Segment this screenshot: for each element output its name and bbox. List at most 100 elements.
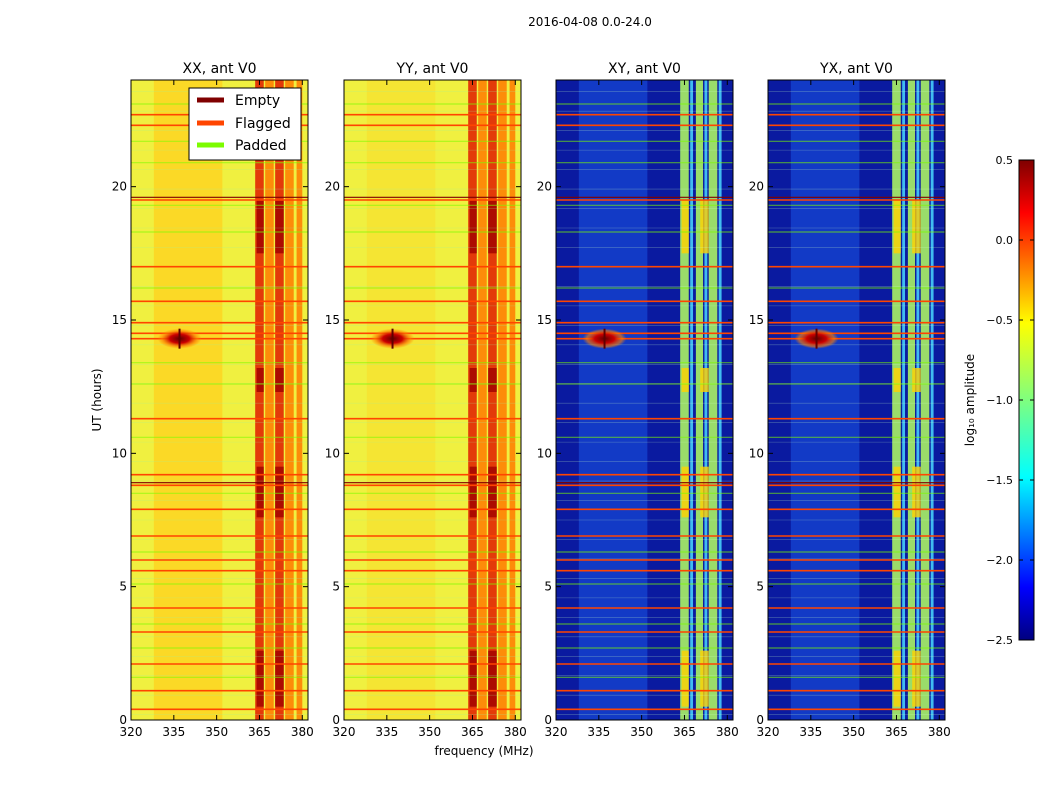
y-tick-label: 20	[112, 180, 127, 194]
rfi-block	[469, 650, 477, 707]
panel-title: XX, ant V0	[183, 61, 257, 77]
panel-title: YX, ant V0	[819, 61, 893, 77]
colorbar-tick-label: −2.5	[986, 634, 1013, 647]
legend-label-flagged: Flagged	[235, 116, 291, 132]
y-tick-label: 5	[544, 580, 552, 594]
rfi-block	[275, 200, 284, 254]
rfi-column	[265, 80, 274, 720]
x-tick-label: 380	[291, 725, 314, 739]
panel-3: YX, ant V0 320 335 350 365 380 0 5 10 15 20	[749, 61, 951, 739]
x-tick-label: 350	[630, 725, 653, 739]
panel-frame	[130, 79, 309, 721]
rfi-block	[256, 466, 264, 518]
rfi-block	[256, 368, 264, 392]
y-tick-label: 20	[537, 180, 552, 194]
rfi-column	[680, 80, 689, 720]
rfi-block	[469, 200, 477, 254]
x-tick-label: 365	[461, 725, 484, 739]
y-tick-label: 10	[112, 446, 127, 460]
y-tick-label: 0	[119, 713, 127, 727]
colorbar-tick-label: 0.0	[996, 234, 1014, 247]
rfi-block	[700, 200, 709, 254]
rfi-column	[478, 80, 487, 720]
rfi-block	[912, 466, 921, 518]
x-tick-label: 320	[333, 725, 356, 739]
legend-label-padded: Padded	[235, 138, 287, 154]
y-tick-label: 15	[537, 313, 552, 327]
panel-frame	[343, 79, 522, 721]
rfi-column	[902, 80, 906, 720]
rfi-block	[681, 368, 689, 392]
x-tick-label: 350	[205, 725, 228, 739]
rfi-block	[700, 650, 709, 707]
y-tick-label: 10	[749, 446, 764, 460]
rfi-block	[893, 650, 901, 707]
rfi-block	[469, 466, 477, 518]
rfi-column	[907, 80, 916, 720]
rfi-block	[912, 650, 921, 707]
rfi-block	[912, 368, 921, 392]
y-tick-label: 0	[544, 713, 552, 727]
y-axis-label: UT (hours)	[90, 368, 104, 431]
x-tick-label: 380	[928, 725, 951, 739]
y-tick-label: 20	[749, 180, 764, 194]
y-tick-label: 5	[332, 580, 340, 594]
rfi-block	[488, 368, 497, 392]
rfi-column	[930, 80, 934, 720]
x-tick-label: 335	[799, 725, 822, 739]
rfi-block	[488, 200, 497, 254]
colorbar: 0.5 0.0 −0.5 −1.0 −1.5 −2.0 −2.5 log₁₀ amplitu…	[963, 154, 1035, 647]
rfi-block	[700, 368, 709, 392]
rfi-block	[681, 466, 689, 518]
rfi-column	[704, 80, 708, 720]
rfi-block	[275, 368, 284, 392]
rfi-block	[893, 466, 901, 518]
panel-title: XY, ant V0	[608, 61, 681, 77]
rfi-block	[275, 466, 284, 518]
rfi-column	[255, 80, 264, 720]
figure-suptitle: 2016-04-08 0.0-24.0	[528, 15, 652, 29]
colorbar-tick-label: −1.0	[986, 394, 1013, 407]
x-tick-label: 365	[885, 725, 908, 739]
x-tick-label: 335	[375, 725, 398, 739]
y-tick-label: 10	[537, 446, 552, 460]
rfi-block	[681, 200, 689, 254]
y-tick-label: 0	[756, 713, 764, 727]
rfi-column	[275, 80, 284, 720]
legend: Empty Flagged Padded	[188, 87, 302, 161]
x-tick-label: 350	[842, 725, 865, 739]
rfi-column	[285, 80, 294, 720]
panel-1: YY, ant V0 320 335 350 365 380 0 5 10 15 20	[325, 61, 527, 739]
rfi-block	[488, 650, 497, 707]
rfi-column	[892, 80, 901, 720]
rfi-block	[912, 200, 921, 254]
rfi-block	[893, 368, 901, 392]
legend-label-empty: Empty	[235, 93, 280, 109]
x-tick-label: 365	[673, 725, 696, 739]
y-tick-label: 0	[332, 713, 340, 727]
x-tick-label: 380	[716, 725, 739, 739]
rfi-block	[488, 466, 497, 518]
y-tick-label: 15	[325, 313, 340, 327]
rfi-block	[256, 200, 264, 254]
x-axis-label: frequency (MHz)	[434, 744, 533, 758]
rfi-column	[916, 80, 920, 720]
rfi-column	[690, 80, 694, 720]
rfi-column	[695, 80, 704, 720]
y-tick-label: 20	[325, 180, 340, 194]
y-tick-label: 5	[756, 580, 764, 594]
rfi-column	[509, 80, 516, 720]
panel-frame	[767, 79, 946, 721]
rfi-block	[893, 200, 901, 254]
rfi-column	[488, 80, 497, 720]
emission-band	[366, 80, 436, 720]
colorbar-ticks: 0.5 0.0 −0.5 −1.0 −1.5 −2.0 −2.5	[986, 154, 1034, 647]
x-tick-label: 380	[504, 725, 527, 739]
rfi-block	[256, 650, 264, 707]
rfi-block	[681, 650, 689, 707]
x-tick-label: 320	[120, 725, 143, 739]
x-tick-label: 365	[248, 725, 271, 739]
rfi-column	[920, 80, 930, 720]
